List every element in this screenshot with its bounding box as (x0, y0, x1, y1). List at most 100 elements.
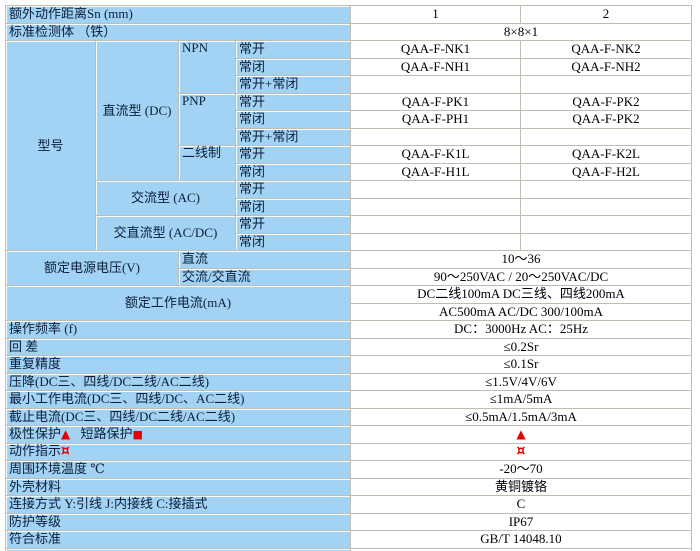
label-normally-closed: 常闭 (235, 57, 351, 76)
table-row: 重复精度 ≤0.1Sr (5, 355, 692, 374)
table-row: 操作频率 (f) DC：3000Hz AC：25Hz (5, 320, 692, 339)
table-row: 连接方式 Y:引线 J:内接线 C:接插式 C (5, 495, 692, 514)
value-op-frequency: DC：3000Hz AC：25Hz (350, 320, 692, 339)
value-empty (520, 215, 692, 234)
label-ac-acdc-row: 交流/交直流 (178, 267, 351, 286)
label-no-plus-nc: 常开+常闭 (235, 127, 351, 146)
label-two-wire: 二线制 (178, 145, 236, 181)
value-empty (350, 197, 521, 216)
table-row: 交流型 (AC) 常开 (6, 180, 692, 216)
value-standard-compliance: GB/T 14048.10 (350, 530, 692, 549)
table-row: 常闭 (6, 232, 692, 251)
value-sn-1: 1 (350, 5, 521, 24)
table-row: PNP 常开 QAA-F-PK1 QAA-F-PK2 (6, 92, 692, 146)
label-ambient-temp: 周围环境温度 ℃ (5, 460, 351, 479)
value-empty (350, 232, 521, 251)
table-row: 回 差 ≤0.2Sr (5, 337, 692, 356)
table-row: 压降(DC三、四线/DC二线/AC二线) ≤1.5V/4V/6V (5, 372, 692, 391)
value-empty (350, 75, 521, 94)
value-clipped-row (350, 547, 692, 551)
label-operation-indicator: 动作指示 (9, 443, 62, 459)
table-row: 最小工作电流(DC三、四线/DC、AC二线) ≤1mA/5mA (5, 390, 692, 409)
label-indicator-row: 动作指示¤ (5, 442, 351, 461)
value-connection-type: C (350, 495, 692, 514)
label-dc-row: 直流 (178, 250, 351, 269)
value-empty (350, 127, 521, 146)
label-normally-closed: 常闭 (235, 197, 351, 216)
label-protection-rating: 防护等级 (5, 512, 351, 531)
label-normally-closed: 常闭 (235, 232, 351, 251)
value-empty (520, 75, 692, 94)
label-repeatability: 重复精度 (5, 355, 351, 374)
label-protections: 极性保护▲ 短路保护■ (5, 425, 351, 444)
value-empty (520, 127, 692, 146)
table-row: 常闭 QAA-F-H1L QAA-F-H2L (6, 162, 692, 181)
label-standard-target: 标准检测体 （铁） (5, 22, 351, 41)
value-ac-voltage: 90～250VAC / 20～250VAC/DC (350, 267, 692, 286)
square-icon: ■ (132, 428, 143, 442)
value-pnp-no-2: QAA-F-PK2 (520, 92, 692, 111)
label-op-frequency: 操作频率 (f) (5, 320, 351, 339)
label-rated-voltage: 额定电源电压(V) (5, 250, 179, 286)
table-row: 截止电流(DC三、四线/DC二线/AC二线) ≤0.5mA/1.5mA/3mA (5, 407, 692, 426)
triangle-icon: ▲ (61, 427, 71, 442)
lamp-icon: ¤ (516, 443, 526, 460)
table-row: 额定电源电压(V) 直流 10～36 (5, 250, 692, 286)
value-empty (520, 180, 692, 199)
value-dc-voltage: 10～36 (350, 250, 692, 269)
label-normally-open: 常开 (235, 180, 351, 199)
value-polarity-protection: ▲ (350, 425, 692, 444)
label-ac-type: 交流型 (AC) (95, 180, 236, 216)
value-cutoff-current: ≤0.5mA/1.5mA/3mA (350, 407, 692, 426)
table-row: 型号 直流型 (DC) NPN 常开 QAA-F-NK1 QAA-F-NK2 (5, 40, 692, 251)
label-dc-type: 直流型 (DC) (95, 40, 179, 181)
label-normally-open: 常开 (235, 92, 351, 111)
label-housing-material: 外壳材料 (5, 477, 351, 496)
label-model: 型号 (5, 40, 96, 251)
value-current-ac: AC500mA AC/DC 300/100mA (350, 302, 692, 321)
label-npn: NPN (178, 40, 236, 94)
table-row: 额外动作距离Sn (mm) 1 2 (5, 5, 692, 24)
spec-table: 额外动作距离Sn (mm) 1 2 标准检测体 （铁） 8×8×1 型号 直流型… (5, 5, 692, 551)
label-hysteresis: 回 差 (5, 337, 351, 356)
table-row: 符合标准 GB/T 14048.10 (5, 530, 692, 549)
value-pnp-no-1: QAA-F-PK1 (350, 92, 521, 111)
value-sn-2: 2 (520, 5, 692, 24)
value-two-wire-nc-1: QAA-F-H1L (350, 162, 521, 181)
label-rated-current: 额定工作电流(mA) (5, 285, 351, 321)
value-ambient-temp: -20～70 (350, 460, 692, 479)
value-npn-nc-1: QAA-F-NH1 (350, 57, 521, 76)
table-row: 二线制 常开 QAA-F-K1L QAA-F-K2L (6, 145, 692, 181)
table-row: 周围环境温度 ℃ -20～70 (5, 460, 692, 479)
value-current-dc: DC二线100mA DC三线、四线200mA (350, 285, 692, 304)
table-row: 外壳材料 黄铜镀铬 (5, 477, 692, 496)
label-normally-closed: 常闭 (235, 162, 351, 181)
table-row: 常闭 QAA-F-NH1 QAA-F-NH2 (6, 57, 692, 76)
table-row: 极性保护▲ 短路保护■ ▲ (5, 425, 692, 444)
label-normally-open: 常开 (235, 40, 351, 59)
label-pnp: PNP (178, 92, 236, 146)
label-normally-open: 常开 (235, 145, 351, 164)
value-empty (520, 232, 692, 251)
table-row: 动作指示¤ ¤ (5, 442, 692, 461)
label-short-circuit-protection: 短路保护 (77, 426, 133, 442)
value-npn-nc-2: QAA-F-NH2 (520, 57, 692, 76)
label-connection-type: 连接方式 Y:引线 J:内接线 C:接插式 (5, 495, 351, 514)
table-row: 常开+常闭 (6, 75, 692, 94)
label-min-current: 最小工作电流(DC三、四线/DC、AC二线) (5, 390, 351, 409)
value-npn-no-1: QAA-F-NK1 (350, 40, 521, 59)
value-empty (520, 197, 692, 216)
value-two-wire-nc-2: QAA-F-H2L (520, 162, 692, 181)
value-pnp-nc-2: QAA-F-PK2 (520, 110, 692, 129)
table-row-partial (5, 547, 692, 551)
table-row: 交直流型 (AC/DC) 常开 (6, 215, 692, 251)
value-min-current: ≤1mA/5mA (350, 390, 692, 409)
table-row: 交流/交直流 90～250VAC / 20～250VAC/DC (6, 267, 692, 286)
label-sensing-distance: 额外动作距离Sn (mm) (5, 5, 351, 24)
label-acdc-type: 交直流型 (AC/DC) (95, 215, 236, 251)
label-normally-closed: 常闭 (235, 110, 351, 129)
table-row: 标准检测体 （铁） 8×8×1 (5, 22, 692, 41)
label-cutoff-current: 截止电流(DC三、四线/DC二线/AC二线) (5, 407, 351, 426)
spec-table-container: 额外动作距离Sn (mm) 1 2 标准检测体 （铁） 8×8×1 型号 直流型… (5, 5, 693, 551)
